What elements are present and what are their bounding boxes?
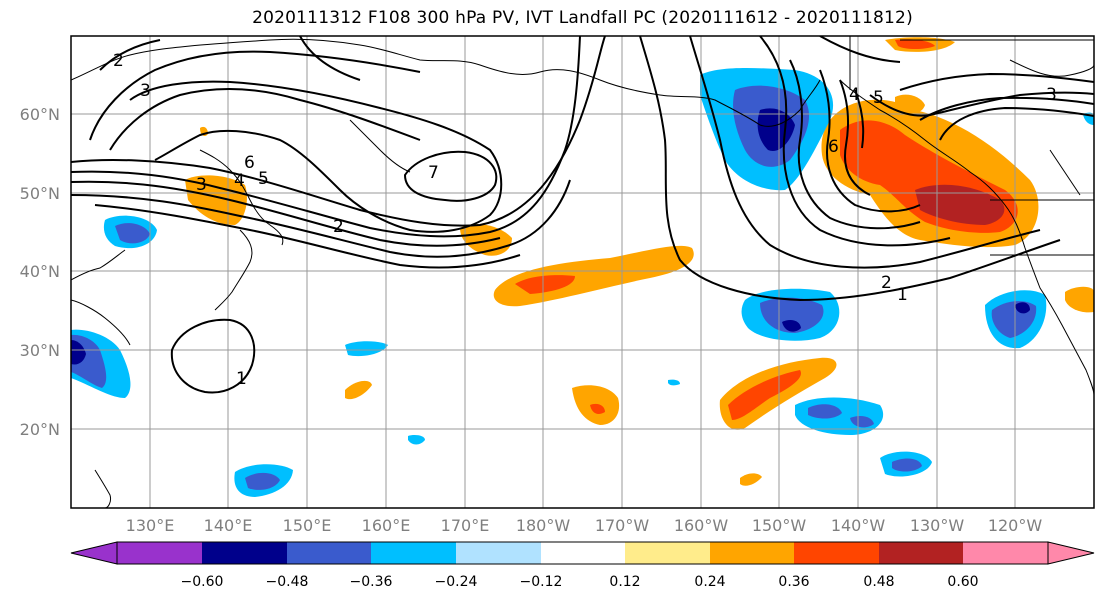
colorbar-segment	[371, 542, 456, 564]
lat-axis: 60°N 50°N 40°N 30°N 20°N	[20, 105, 60, 439]
colorbar-tick-label: 0.12	[609, 574, 640, 590]
contour-label: 3	[196, 175, 207, 195]
lon-label: 130°E	[126, 516, 175, 535]
colorbar-segment	[202, 542, 287, 564]
colorbar-segment	[117, 542, 202, 564]
colorbar-tick-label: 0.60	[947, 574, 978, 590]
coastlines	[71, 36, 1094, 508]
lat-label: 50°N	[20, 184, 60, 203]
map-frame	[70, 35, 1095, 509]
contour-label: 2	[333, 217, 344, 237]
lon-label: 170°E	[441, 516, 490, 535]
lon-label: 180°W	[516, 516, 571, 535]
map-title: 2020111312 F108 300 hPa PV, IVT Landfall…	[252, 8, 913, 28]
contour-label: 6	[244, 153, 255, 173]
colorbar-segment	[963, 542, 1048, 564]
colorbar-tick-label: −0.48	[266, 574, 309, 590]
colorbar-segment	[710, 542, 794, 564]
colorbar-segment	[879, 542, 963, 564]
colorbar-tick-label: −0.24	[435, 574, 478, 590]
ivt-shading	[71, 37, 1094, 497]
contour-label: 2	[881, 273, 892, 293]
colorbar-segment	[287, 542, 371, 564]
lat-label: 40°N	[20, 262, 60, 281]
lat-label: 30°N	[20, 341, 60, 360]
colorbar-lower-extension	[70, 541, 118, 565]
contour-label: 3	[140, 81, 151, 101]
colorbar-tick-label: −0.60	[181, 574, 224, 590]
contour-label: 5	[873, 88, 884, 108]
contour-label: 1	[897, 285, 908, 305]
contour-label: 3	[1046, 85, 1057, 105]
contour-label: 1	[236, 369, 247, 389]
colorbar-segment	[456, 542, 541, 564]
contour-label: 6	[828, 137, 839, 157]
lon-label: 160°W	[674, 516, 729, 535]
colorbar-tick-label: 0.24	[694, 574, 725, 590]
lon-label: 160°E	[362, 516, 411, 535]
lon-label: 130°W	[910, 516, 965, 535]
lon-label: 170°W	[595, 516, 650, 535]
contour-label: 5	[258, 169, 269, 189]
map-area: 2 3 7 6 4 5 2 3 1 1 2 4 5 6 3	[71, 36, 1094, 508]
colorbar-segment	[625, 542, 710, 564]
colorbar-segment	[794, 542, 879, 564]
lon-label: 140°E	[204, 516, 253, 535]
lon-label: 140°W	[831, 516, 886, 535]
lon-axis: 130°E 140°E 150°E 160°E 170°E 180°W 170°…	[126, 516, 1043, 535]
colorbar-frame	[116, 541, 1049, 565]
pv-contours	[71, 36, 1094, 394]
colorbar-tick-label: 0.48	[863, 574, 894, 590]
lon-label: 150°E	[283, 516, 332, 535]
lon-label: 120°W	[988, 516, 1043, 535]
lat-label: 60°N	[20, 105, 60, 124]
lon-label: 150°W	[752, 516, 807, 535]
colorbar: −0.60 −0.48 −0.36 −0.24 −0.12 0.12 0.24 …	[70, 541, 1095, 590]
colorbar-tick-label: −0.36	[350, 574, 393, 590]
contour-label: 4	[234, 171, 245, 191]
contour-label: 4	[849, 85, 860, 105]
colorbar-upper-extension	[1047, 541, 1095, 565]
colorbar-segment	[541, 542, 625, 564]
colorbar-tick-label: −0.12	[520, 574, 563, 590]
contour-label: 2	[113, 51, 124, 71]
contour-label: 7	[428, 163, 439, 183]
contour-labels: 2 3 7 6 4 5 2 3 1 1 2 4 5 6 3	[113, 51, 1057, 389]
colorbar-tick-label: 0.36	[778, 574, 809, 590]
lat-label: 20°N	[20, 420, 60, 439]
